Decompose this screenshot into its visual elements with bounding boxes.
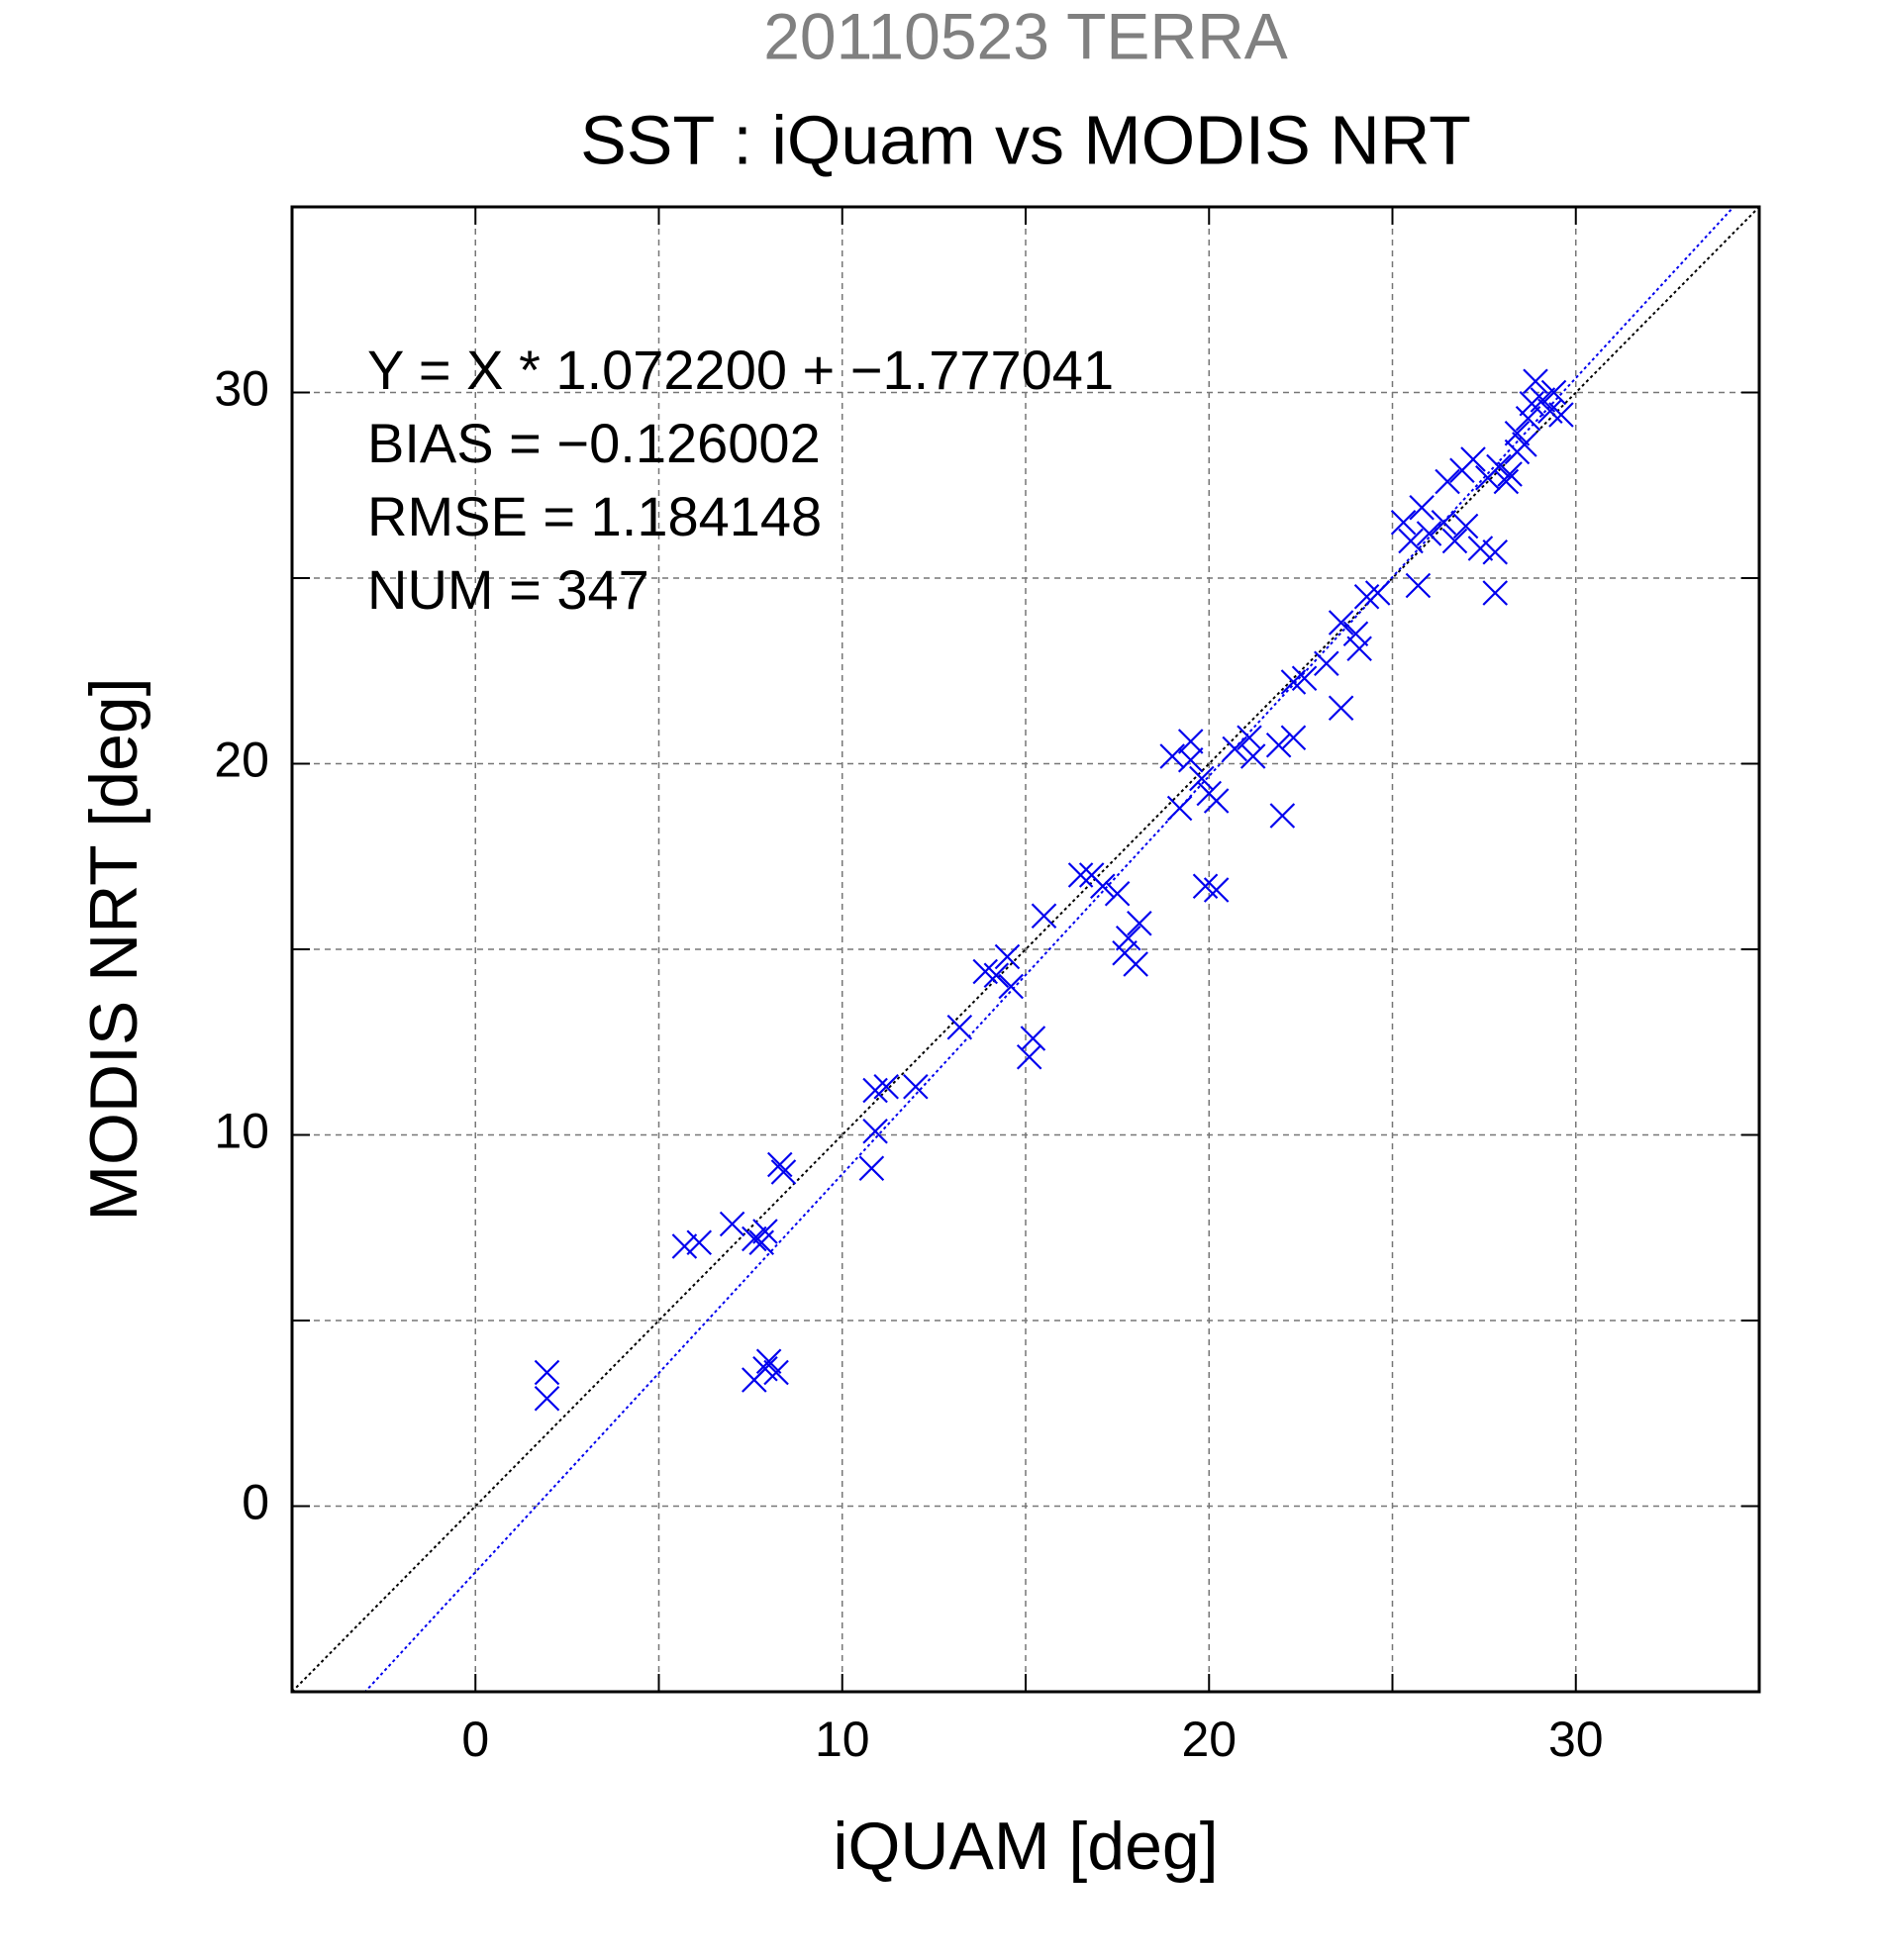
point (1548, 402, 1574, 428)
chart-title: SST : iQuam vs MODIS NRT (580, 101, 1471, 178)
annotation: BIAS = −0.126002 (367, 412, 821, 474)
point (1441, 528, 1468, 554)
y-tick-label: 0 (242, 1475, 269, 1530)
point (1504, 420, 1531, 446)
point (1405, 572, 1432, 599)
point (1523, 368, 1548, 395)
point (1540, 379, 1567, 406)
point (1112, 939, 1138, 966)
point (946, 1014, 973, 1040)
point (1390, 509, 1417, 536)
plot-area (292, 207, 1759, 1692)
point (1280, 725, 1307, 751)
point (1203, 788, 1230, 814)
point (1346, 636, 1372, 662)
point (1482, 580, 1509, 606)
chart-header: 20110523 TERRA (763, 0, 1288, 72)
x-tick-label: 0 (461, 1712, 489, 1767)
y-axis-label: MODIS NRT [deg] (76, 677, 151, 1221)
point (1519, 390, 1545, 417)
point (873, 1073, 899, 1100)
point (1467, 536, 1494, 561)
point (1409, 494, 1435, 521)
point (1497, 461, 1523, 487)
annotation: Y = X * 1.072200 + −1.777041 (367, 339, 1114, 401)
point (1265, 732, 1292, 758)
annotation: NUM = 347 (367, 558, 649, 621)
point (1031, 903, 1057, 930)
point (1127, 910, 1152, 936)
point (1486, 453, 1512, 480)
point (1431, 509, 1457, 536)
point (1237, 725, 1262, 751)
point (534, 1359, 560, 1386)
x-tick-label: 30 (1548, 1712, 1604, 1767)
point (534, 1385, 560, 1412)
point (1328, 610, 1354, 636)
y-tick-label: 30 (214, 361, 269, 417)
point (766, 1151, 793, 1178)
point (983, 962, 1010, 989)
point (742, 1225, 767, 1252)
point (1203, 877, 1230, 903)
annotation: RMSE = 1.184148 (367, 485, 822, 547)
point (994, 943, 1021, 970)
y-tick-label: 10 (214, 1104, 269, 1159)
point (1435, 468, 1460, 495)
point (1222, 735, 1247, 762)
point (671, 1233, 698, 1259)
y-tick-label: 20 (214, 733, 269, 788)
point (1090, 873, 1116, 900)
point (1189, 765, 1215, 792)
x-axis-label: iQUAM [deg] (833, 1809, 1218, 1884)
point (1067, 862, 1094, 888)
point (1177, 729, 1204, 754)
point (770, 1159, 797, 1185)
point (1515, 405, 1541, 432)
point (1104, 880, 1131, 907)
point (1291, 665, 1318, 692)
point (903, 1073, 929, 1100)
point (1416, 521, 1442, 546)
point (1482, 539, 1509, 565)
point (1166, 795, 1193, 822)
point (1452, 513, 1479, 539)
point (1115, 925, 1141, 951)
point (1269, 803, 1296, 829)
point (748, 1229, 775, 1256)
point (752, 1355, 778, 1382)
point (686, 1229, 713, 1256)
x-tick-label: 10 (815, 1712, 870, 1767)
point (1016, 1043, 1042, 1070)
point (998, 973, 1024, 1000)
point (1314, 650, 1339, 677)
point (1177, 746, 1204, 773)
point (858, 1155, 885, 1182)
point (1328, 695, 1354, 722)
point (719, 1211, 745, 1237)
point (1493, 468, 1520, 495)
point (1364, 580, 1391, 606)
point (755, 1348, 782, 1375)
point (1342, 621, 1369, 647)
point (1159, 743, 1185, 769)
point (1398, 528, 1424, 554)
point (862, 1118, 888, 1144)
point (1460, 446, 1486, 472)
x-tick-label: 20 (1181, 1712, 1237, 1767)
fit-line (363, 207, 1735, 1692)
point (1239, 743, 1266, 769)
point (1020, 1026, 1046, 1051)
plot-frame (290, 205, 1761, 1694)
point (1512, 432, 1537, 457)
